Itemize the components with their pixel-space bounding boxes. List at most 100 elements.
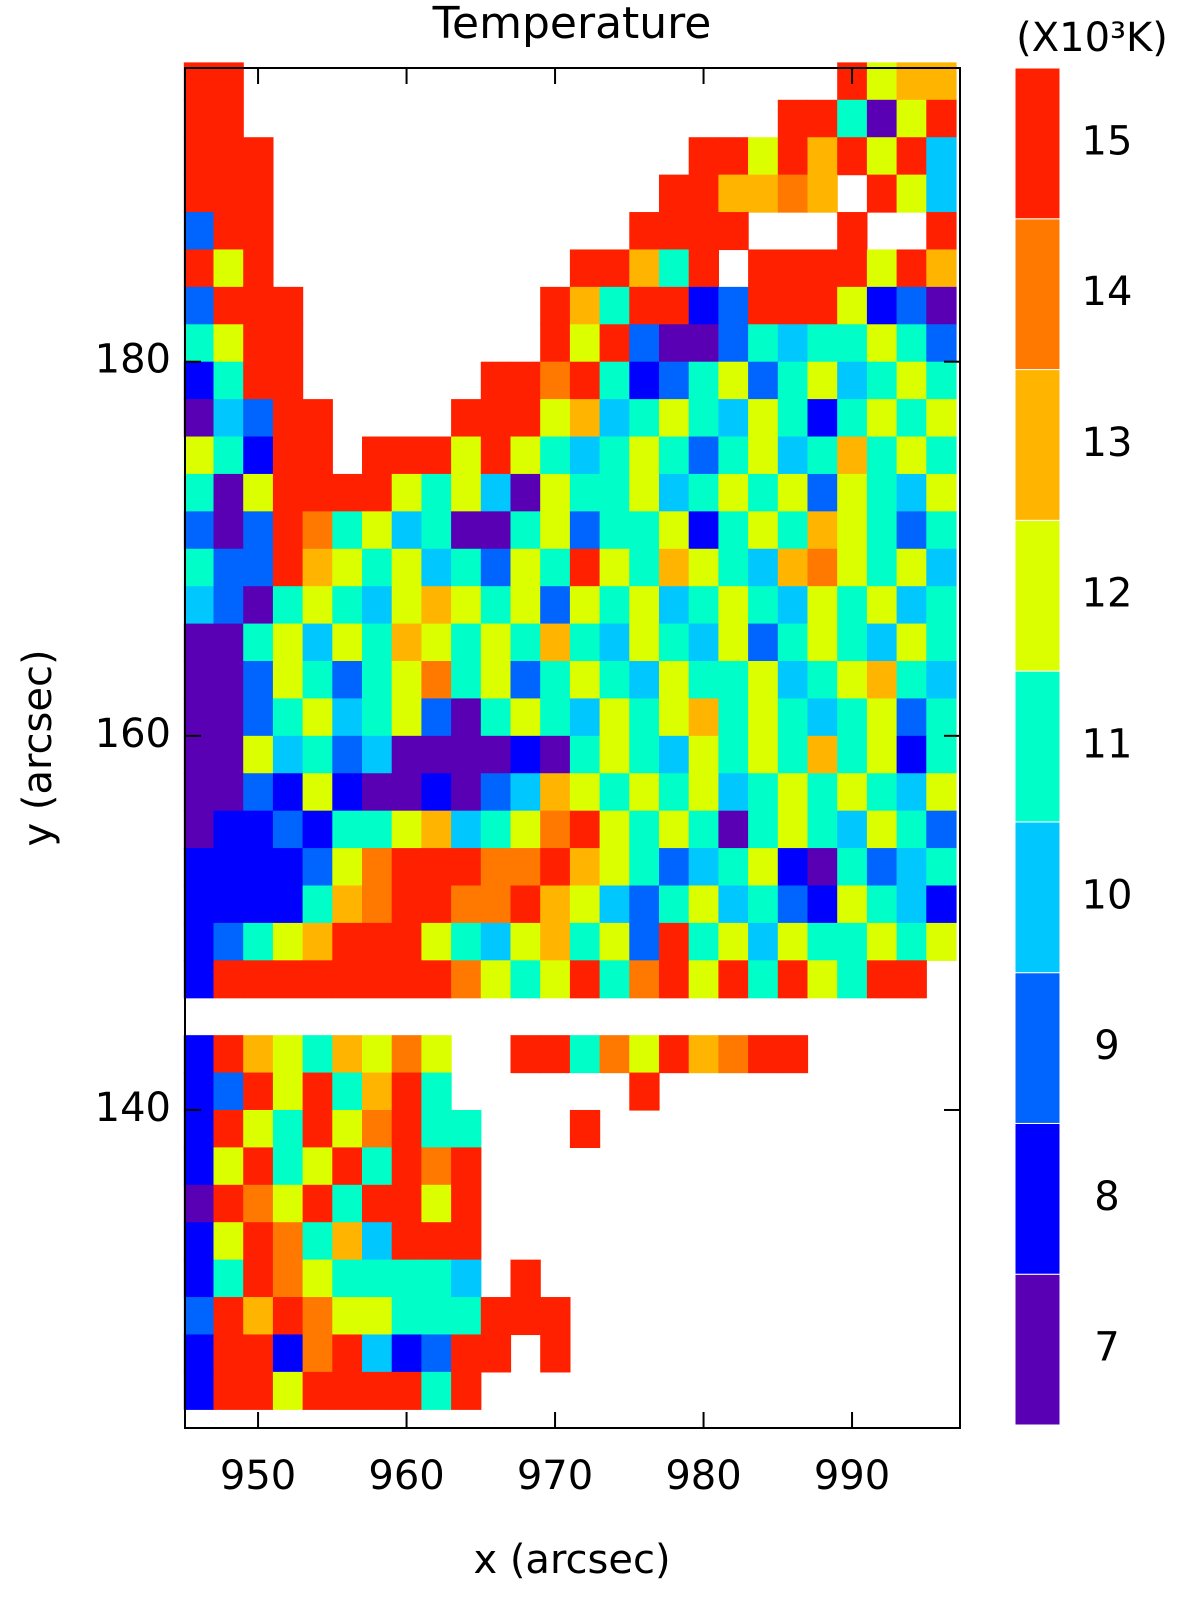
heatmap-cell [480, 623, 512, 662]
heatmap-cell [629, 586, 660, 625]
heatmap-cell [332, 698, 363, 737]
heatmap-cell [243, 548, 274, 587]
heatmap-cell [718, 212, 749, 251]
heatmap-cell [302, 548, 333, 587]
heatmap-cell [540, 286, 571, 325]
heatmap-cell [777, 473, 809, 512]
heatmap-cell [391, 661, 423, 700]
heatmap-cell [451, 885, 482, 924]
heatmap-cell [391, 735, 423, 774]
heatmap-cell [658, 885, 690, 924]
heatmap-cell [183, 960, 215, 999]
heatmap-cell [748, 698, 779, 737]
heatmap-cell [866, 698, 898, 737]
heatmap-cell [480, 698, 512, 737]
heatmap-cell [480, 586, 512, 625]
heatmap-cell [272, 960, 304, 999]
heatmap-cell [688, 885, 719, 924]
heatmap-cell [866, 174, 898, 213]
heatmap-cell [629, 1072, 660, 1111]
heatmap-cell [421, 1297, 452, 1336]
heatmap-cell [391, 1147, 423, 1186]
heatmap-cell [510, 1035, 541, 1074]
heatmap-cell [451, 773, 482, 812]
heatmap-cell [480, 361, 512, 400]
heatmap-cell [540, 1334, 571, 1373]
heatmap-cell [866, 922, 898, 961]
heatmap-cell [837, 848, 868, 887]
colorbar-band [1014, 218, 1061, 371]
heatmap-cell [896, 286, 927, 325]
heatmap-cell [183, 99, 215, 138]
heatmap-cell [748, 885, 779, 924]
heatmap-cell [183, 773, 215, 812]
heatmap-cell [451, 848, 482, 887]
heatmap-cell [718, 473, 749, 512]
heatmap-cell [896, 661, 927, 700]
heatmap-cell [391, 1072, 423, 1111]
heatmap-cell [569, 436, 601, 475]
heatmap-cell [391, 1297, 423, 1336]
heatmap-cell [807, 436, 838, 475]
heatmap-cell [272, 810, 304, 849]
heatmap-cell [391, 848, 423, 887]
heatmap-cell [451, 922, 482, 961]
heatmap-cell [332, 922, 363, 961]
heatmap-cell [748, 286, 779, 325]
heatmap-cell [540, 922, 571, 961]
heatmap-cell [866, 137, 898, 176]
heatmap-cell [391, 473, 423, 512]
heatmap-cell [332, 735, 363, 774]
heatmap-cell [926, 324, 957, 363]
heatmap-cell [183, 1184, 215, 1223]
heatmap-cell [421, 1109, 452, 1148]
heatmap-cell [688, 361, 719, 400]
heatmap-cell [540, 698, 571, 737]
heatmap-cell [332, 1371, 363, 1410]
heatmap-cell [658, 586, 690, 625]
heatmap-cell [540, 361, 571, 400]
heatmap-cell [243, 174, 274, 213]
heatmap-cell [926, 399, 957, 438]
heatmap-cell [718, 848, 749, 887]
heatmap-cell [837, 361, 868, 400]
heatmap-cell [748, 735, 779, 774]
heatmap-cell [807, 586, 838, 625]
heatmap-cell [480, 1334, 512, 1373]
heatmap-cell [480, 922, 512, 961]
heatmap-cell [332, 1147, 363, 1186]
heatmap-cell [302, 698, 333, 737]
heatmap-cell [629, 773, 660, 812]
heatmap-cell [451, 661, 482, 700]
heatmap-cell [183, 1297, 215, 1336]
heatmap-cell [213, 249, 244, 288]
heatmap-cell [480, 773, 512, 812]
heatmap-cell [540, 548, 571, 587]
heatmap-cell [391, 1222, 423, 1261]
heatmap-cell [629, 511, 660, 550]
heatmap-cell [421, 1222, 452, 1261]
heatmap-cell [391, 773, 423, 812]
heatmap-cell [213, 548, 244, 587]
heatmap-cell [183, 1035, 215, 1074]
heatmap-cell [569, 735, 601, 774]
heatmap-cell [837, 399, 868, 438]
heatmap-cell [302, 1184, 333, 1223]
heatmap-cell [183, 922, 215, 961]
heatmap-cell [213, 623, 244, 662]
heatmap-cell [688, 399, 719, 438]
heatmap-cell [540, 960, 571, 999]
heatmap-cell [748, 436, 779, 475]
heatmap-cell [629, 735, 660, 774]
heatmap-cell [807, 324, 838, 363]
heatmap-cell [421, 1035, 452, 1074]
heatmap-cell [926, 249, 957, 288]
heatmap-cell [926, 473, 957, 512]
heatmap-cell [540, 735, 571, 774]
heatmap-cell [213, 885, 244, 924]
heatmap-cell [658, 548, 690, 587]
heatmap-cell [421, 623, 452, 662]
heatmap-cell [807, 511, 838, 550]
heatmap-cell [243, 1222, 274, 1261]
heatmap-cell [748, 324, 779, 363]
